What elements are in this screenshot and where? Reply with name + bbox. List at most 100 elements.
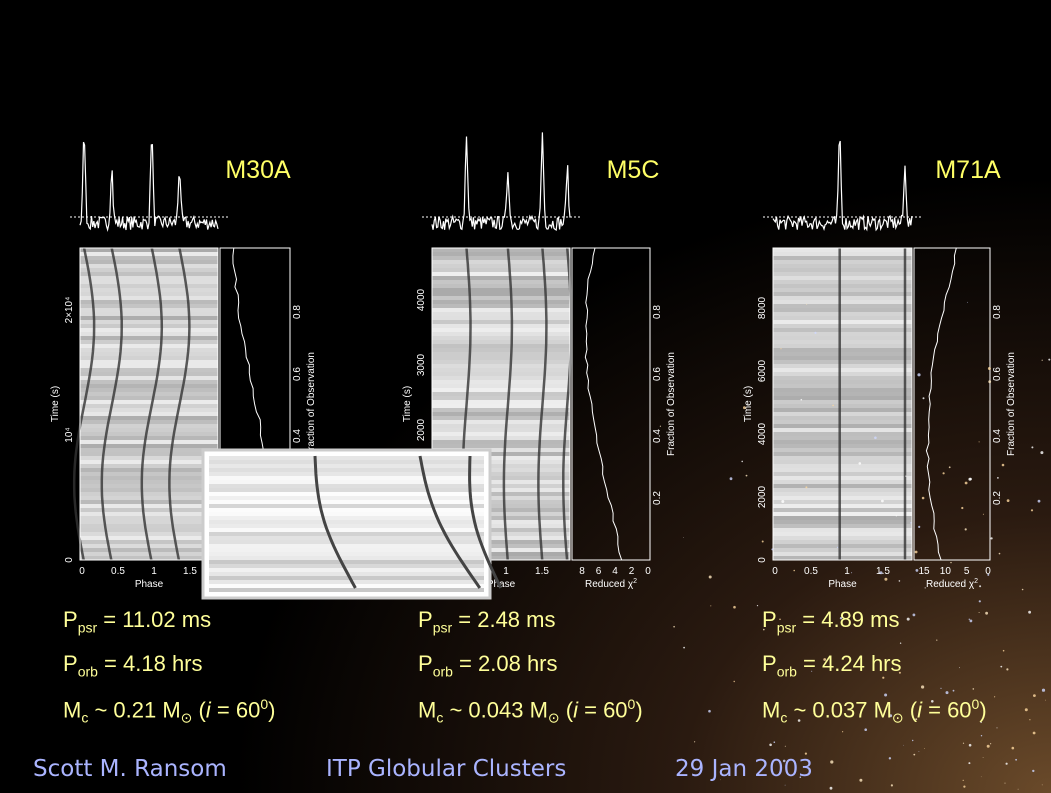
- row: [773, 332, 912, 336]
- inset-row: [209, 480, 484, 484]
- degree: 0: [260, 696, 268, 712]
- frac-axis-label: Fraction of Observation: [1006, 352, 1017, 456]
- row: [432, 328, 570, 332]
- star: [979, 585, 981, 587]
- star: [919, 751, 920, 752]
- row: [773, 320, 912, 324]
- row: [432, 384, 570, 388]
- paren: ): [268, 697, 275, 722]
- star: [988, 380, 991, 383]
- row: [432, 332, 570, 336]
- star: [1015, 759, 1017, 761]
- row: [80, 272, 218, 276]
- row: [80, 304, 218, 308]
- row: [80, 352, 218, 356]
- chi-tick-label: 2: [629, 566, 635, 577]
- inset-row: [209, 552, 484, 556]
- paren: ): [979, 697, 986, 722]
- star: [965, 482, 968, 485]
- row: [432, 408, 570, 412]
- x-tick-label: 1: [844, 566, 850, 577]
- star: [987, 745, 990, 748]
- row: [432, 304, 570, 308]
- footer-event: ITP Globular Clusters: [326, 756, 566, 782]
- subscript: psr: [433, 619, 452, 635]
- star: [1031, 446, 1033, 448]
- y-axis-label: Time (s): [743, 386, 754, 422]
- star: [987, 574, 989, 576]
- row: [432, 436, 570, 440]
- row: [773, 496, 912, 500]
- subscript: orb: [777, 663, 797, 679]
- row: [80, 440, 218, 444]
- row: [432, 360, 570, 364]
- row: [773, 504, 912, 508]
- star: [1048, 359, 1050, 361]
- row: [432, 292, 570, 296]
- star: [979, 600, 981, 602]
- row: [80, 328, 218, 332]
- row: [80, 340, 218, 344]
- star: [1042, 360, 1043, 361]
- row: [80, 280, 218, 284]
- sun-symbol: ⊙: [548, 710, 560, 726]
- y-tick-label: 3000: [416, 353, 427, 376]
- star: [969, 619, 970, 620]
- y-tick-label: 4000: [416, 288, 427, 311]
- star: [806, 304, 807, 305]
- row: [80, 432, 218, 436]
- star: [991, 537, 993, 539]
- chi-curve: [926, 248, 956, 560]
- row: [773, 436, 912, 440]
- star: [963, 780, 964, 781]
- chi-axis-label: Reduced χ2: [926, 578, 978, 590]
- star: [961, 507, 963, 509]
- star: [805, 486, 807, 488]
- row: [773, 432, 912, 436]
- symbol: M: [762, 697, 780, 722]
- row: [773, 272, 912, 276]
- row: [432, 320, 570, 324]
- inset-row: [209, 560, 484, 564]
- row: [773, 428, 912, 432]
- star: [999, 553, 1001, 555]
- chi-tick-label: 4: [612, 566, 618, 577]
- row: [432, 380, 570, 384]
- row: [773, 304, 912, 308]
- row: [432, 420, 570, 424]
- value: ~ 0.037 M: [793, 697, 891, 722]
- value: = 2.08 hrs: [459, 651, 557, 676]
- inset-row: [209, 520, 484, 524]
- star: [994, 696, 995, 697]
- star: [963, 786, 965, 788]
- star: [968, 762, 970, 764]
- row: [773, 284, 912, 288]
- row: [80, 264, 218, 268]
- row: [432, 348, 570, 352]
- row: [432, 428, 570, 432]
- row: [80, 392, 218, 396]
- inset-row: [209, 484, 484, 488]
- row: [432, 336, 570, 340]
- row: [80, 376, 218, 380]
- row: [432, 316, 570, 320]
- x-tick-label: 1.5: [183, 566, 197, 577]
- star: [905, 476, 906, 477]
- param-psr: Ppsr = 2.48 ms: [418, 607, 555, 635]
- inset-row: [209, 508, 484, 512]
- star: [709, 576, 712, 579]
- star: [965, 528, 967, 530]
- star: [985, 612, 988, 615]
- value: = 4.89 ms: [802, 607, 899, 632]
- star: [1018, 789, 1019, 790]
- star: [741, 461, 743, 463]
- inset-row: [209, 500, 484, 504]
- row: [773, 280, 912, 284]
- symbol: P: [418, 651, 433, 676]
- inset-row: [209, 512, 484, 516]
- row: [432, 388, 570, 392]
- row: [773, 312, 912, 316]
- star: [988, 367, 991, 370]
- row: [432, 260, 570, 264]
